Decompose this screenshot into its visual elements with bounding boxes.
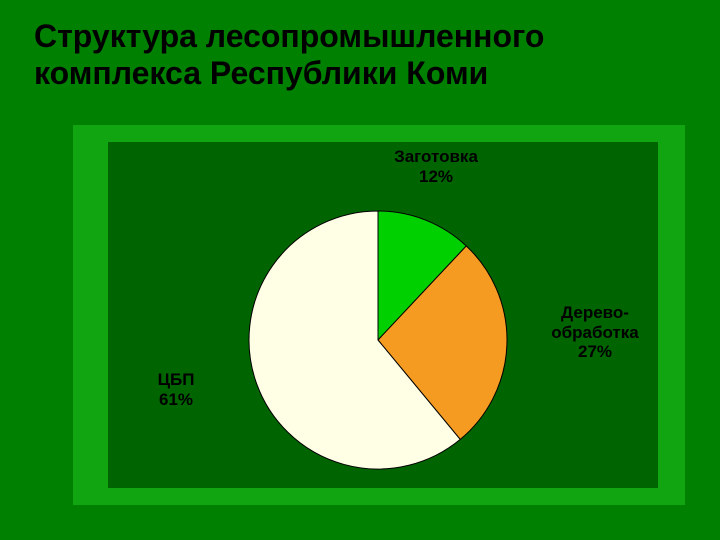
label-cbp: ЦБП 61% [141,370,211,409]
label-zagotovka: Заготовка 12% [376,147,496,186]
slide: Структура лесопромышленного комплекса Ре… [0,0,720,540]
pie-chart [247,209,509,471]
slide-title: Структура лесопромышленного комплекса Ре… [34,18,700,92]
label-derevo: Дерево- обработка 27% [535,303,655,362]
